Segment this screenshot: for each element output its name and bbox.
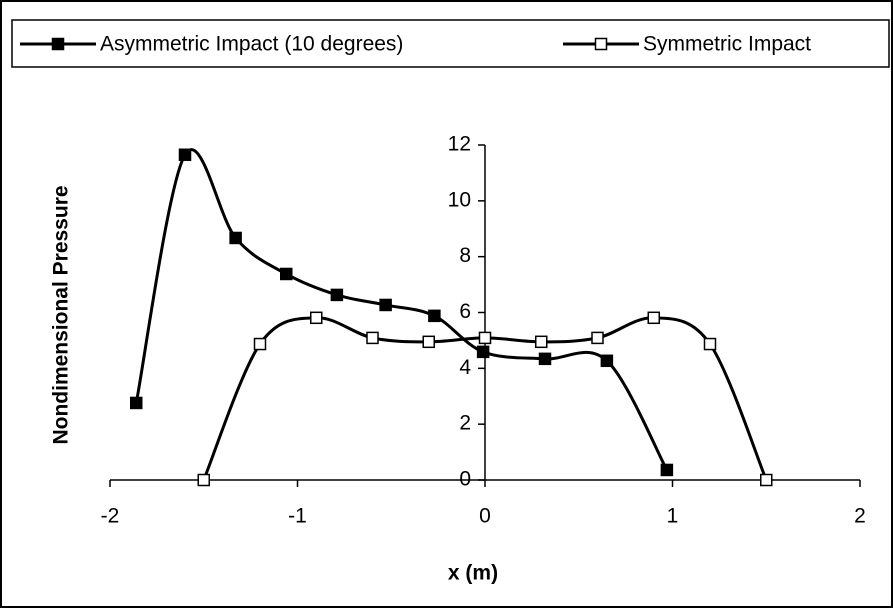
marker	[330, 288, 344, 302]
marker	[647, 311, 660, 325]
y-axis-title: Nondimensional Pressure	[50, 185, 73, 444]
x-axis-title: x (m)	[448, 562, 498, 585]
marker	[178, 148, 192, 162]
marker	[253, 337, 267, 351]
marker	[538, 352, 552, 366]
marker	[591, 331, 604, 345]
marker	[703, 337, 717, 351]
legend-label: Symmetric Impact	[643, 33, 811, 56]
y-tick-label: 2	[459, 412, 471, 435]
marker	[760, 473, 773, 487]
marker	[130, 396, 143, 410]
marker	[229, 231, 242, 245]
x-tick-label: 1	[667, 505, 679, 528]
legend-box	[11, 19, 890, 68]
marker	[280, 267, 293, 281]
x-tick-label: 0	[479, 505, 491, 528]
x-tick-label: -2	[101, 505, 120, 528]
marker	[476, 345, 490, 359]
marker	[600, 354, 614, 368]
legend-marker	[51, 37, 65, 51]
marker	[535, 335, 548, 349]
legend-label: Asymmetric Impact (10 degrees)	[100, 33, 403, 56]
marker	[197, 473, 210, 487]
marker	[428, 309, 441, 323]
marker	[422, 335, 435, 349]
x-tick-label: -1	[288, 505, 307, 528]
y-tick-label: 8	[459, 244, 471, 267]
y-tick-label: 12	[448, 133, 471, 156]
marker	[660, 463, 674, 477]
y-tick-label: 4	[459, 356, 471, 379]
y-tick-label: 6	[459, 300, 471, 323]
marker	[478, 331, 492, 345]
marker	[366, 331, 379, 345]
marker	[379, 298, 392, 312]
legend-marker	[594, 37, 608, 51]
y-tick-label: 0	[459, 468, 471, 491]
y-tick-label: 10	[448, 188, 471, 211]
x-tick-label: 2	[854, 505, 866, 528]
marker	[310, 311, 323, 325]
